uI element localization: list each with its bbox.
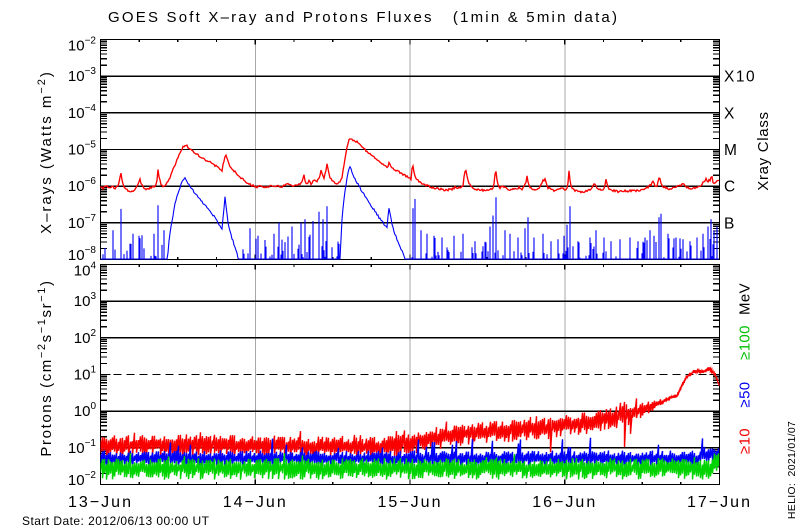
svg-text:M: M	[724, 142, 738, 159]
svg-text:X10: X10	[724, 69, 756, 86]
svg-text:X: X	[724, 105, 736, 122]
svg-text:17−Jun: 17−Jun	[687, 494, 752, 511]
svg-text:14−Jun: 14−Jun	[223, 494, 288, 511]
svg-text:HELIO: 2021/01/07: HELIO: 2021/01/07	[786, 421, 798, 519]
svg-text:Start Date: 2012/06/13 00:00 U: Start Date: 2012/06/13 00:00 UT	[22, 514, 210, 528]
svg-text:15−Jun: 15−Jun	[378, 494, 443, 511]
svg-text:≥50: ≥50	[737, 381, 754, 407]
svg-text:13−Jun: 13−Jun	[68, 494, 133, 511]
svg-text:X–rays (Watts m−2): X–rays (Watts m−2)	[36, 70, 55, 234]
svg-text:Protons (cm−2s−1sr−1): Protons (cm−2s−1sr−1)	[36, 279, 55, 456]
svg-text:B: B	[724, 215, 736, 232]
svg-text:MeV: MeV	[737, 283, 754, 315]
svg-text:≥10: ≥10	[737, 428, 754, 454]
svg-text:C: C	[724, 179, 737, 196]
svg-text:16−Jun: 16−Jun	[532, 494, 597, 511]
svg-text:Xray Class: Xray Class	[755, 111, 772, 191]
svg-text:GOES Soft X–ray and Protons Fl: GOES Soft X–ray and Protons Fluxes (1min…	[108, 9, 619, 26]
svg-text:≥100: ≥100	[737, 325, 754, 360]
